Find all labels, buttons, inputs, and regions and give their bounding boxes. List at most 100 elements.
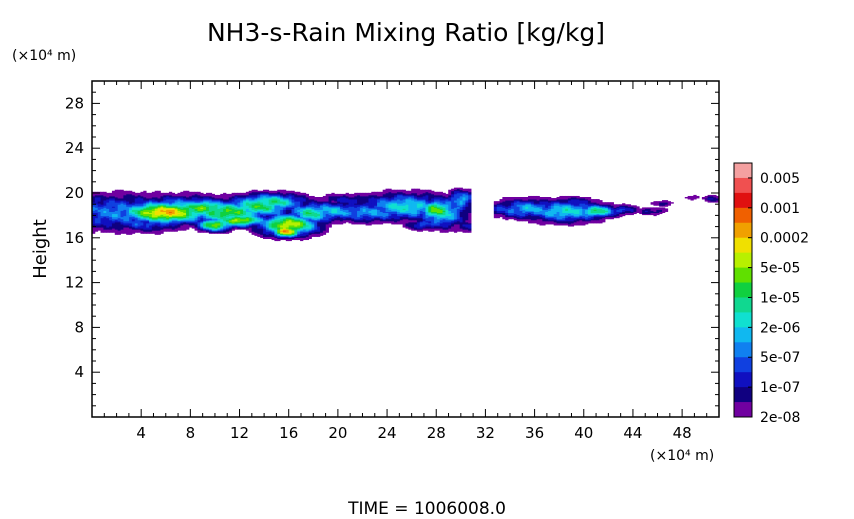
heatmap-cell [419,202,423,204]
heatmap-cell [149,218,153,221]
heatmap-cell [399,210,404,212]
heatmap-cell [388,211,392,213]
heatmap-cell [664,201,669,203]
heatmap-cell [462,226,466,228]
heatmap-cell [667,201,671,203]
heatmap-cell [453,226,458,228]
heatmap-cell [416,201,421,203]
heatmap-cell [143,231,147,233]
heatmap-cell [220,216,224,219]
heatmap-cell [300,213,304,216]
heatmap-cell [325,209,329,211]
heatmap-cell [519,209,523,211]
heatmap-cell [126,213,130,216]
heatmap-cell [120,232,124,234]
heatmap-cell [211,229,215,231]
heatmap-cell [140,229,144,231]
heatmap-cell [203,214,207,217]
heatmap-cell [365,217,369,220]
heatmap-cell [453,205,458,207]
heatmap-cell [140,231,144,233]
heatmap-cell [525,215,529,218]
heatmap-cell [257,215,261,218]
heatmap-cell [422,210,426,212]
heatmap-cell [579,212,583,215]
heatmap-cell [379,221,384,224]
heatmap-cell [291,201,295,203]
heatmap-cell [274,218,278,221]
heatmap-cell [539,202,543,204]
heatmap-cell [271,210,275,212]
heatmap-cell [317,203,321,205]
heatmap-cell [228,208,233,210]
heatmap-cell [143,232,147,234]
heatmap-cell [268,205,272,207]
heatmap-cell [106,203,110,205]
heatmap-cell [425,207,429,209]
heatmap-cell [422,208,426,210]
heatmap-cell [359,218,364,221]
heatmap-cell [294,234,298,236]
heatmap-cell [297,231,301,233]
heatmap-cell [371,223,375,225]
heatmap-cell [399,203,404,205]
heatmap-cell [183,203,187,205]
heatmap-cell [653,207,657,209]
heatmap-cell [425,228,429,230]
heatmap-cell [354,216,358,219]
heatmap-cell [536,223,540,225]
heatmap-cell [465,210,469,212]
heatmap-cell [602,208,606,210]
heatmap-cell [371,205,375,207]
heatmap-cell [134,203,138,205]
heatmap-cell [448,217,452,220]
heatmap-cell [177,213,181,216]
heatmap-cell [154,233,158,235]
heatmap-cell [237,226,241,228]
heatmap-cell [396,202,401,204]
heatmap-cell [377,212,381,215]
heatmap-cell [442,219,446,222]
heatmap-cell [339,212,344,215]
heatmap-cell [642,210,646,212]
heatmap-cell [357,216,361,219]
heatmap-cell [513,204,518,206]
heatmap-cell [240,202,244,204]
heatmap-cell [154,220,158,223]
heatmap-cell [191,216,195,219]
heatmap-cell [277,228,281,230]
heatmap-cell [129,220,133,223]
heatmap-cell [536,218,540,221]
heatmap-cell [180,207,184,209]
heatmap-cell [414,220,418,223]
heatmap-cell [208,214,213,217]
heatmap-cell [308,223,312,225]
heatmap-cell [465,221,469,224]
heatmap-cell [114,206,119,208]
heatmap-cell [123,209,127,211]
heatmap-cell [605,203,609,205]
heatmap-cell [129,226,133,228]
heatmap-cell [188,218,193,221]
heatmap-cell [468,204,472,206]
heatmap-cell [231,200,235,202]
heatmap-cell [268,202,272,204]
heatmap-cell [579,224,583,226]
heatmap-cell [396,208,401,210]
heatmap-cell [616,207,620,209]
heatmap-cell [642,211,646,213]
heatmap-cell [536,213,540,216]
heatmap-cell [411,206,415,208]
heatmap-cell [263,236,267,238]
heatmap-cell [291,204,295,206]
heatmap-cell [391,205,395,207]
heatmap-cell [143,225,147,227]
heatmap-cell [237,203,241,205]
heatmap-cell [502,217,506,220]
heatmap-cell [206,213,210,216]
heatmap-cell [271,217,275,220]
heatmap-cell [462,229,466,231]
heatmap-cell [391,212,395,215]
heatmap-cell [453,221,458,224]
heatmap-cell [271,223,275,225]
